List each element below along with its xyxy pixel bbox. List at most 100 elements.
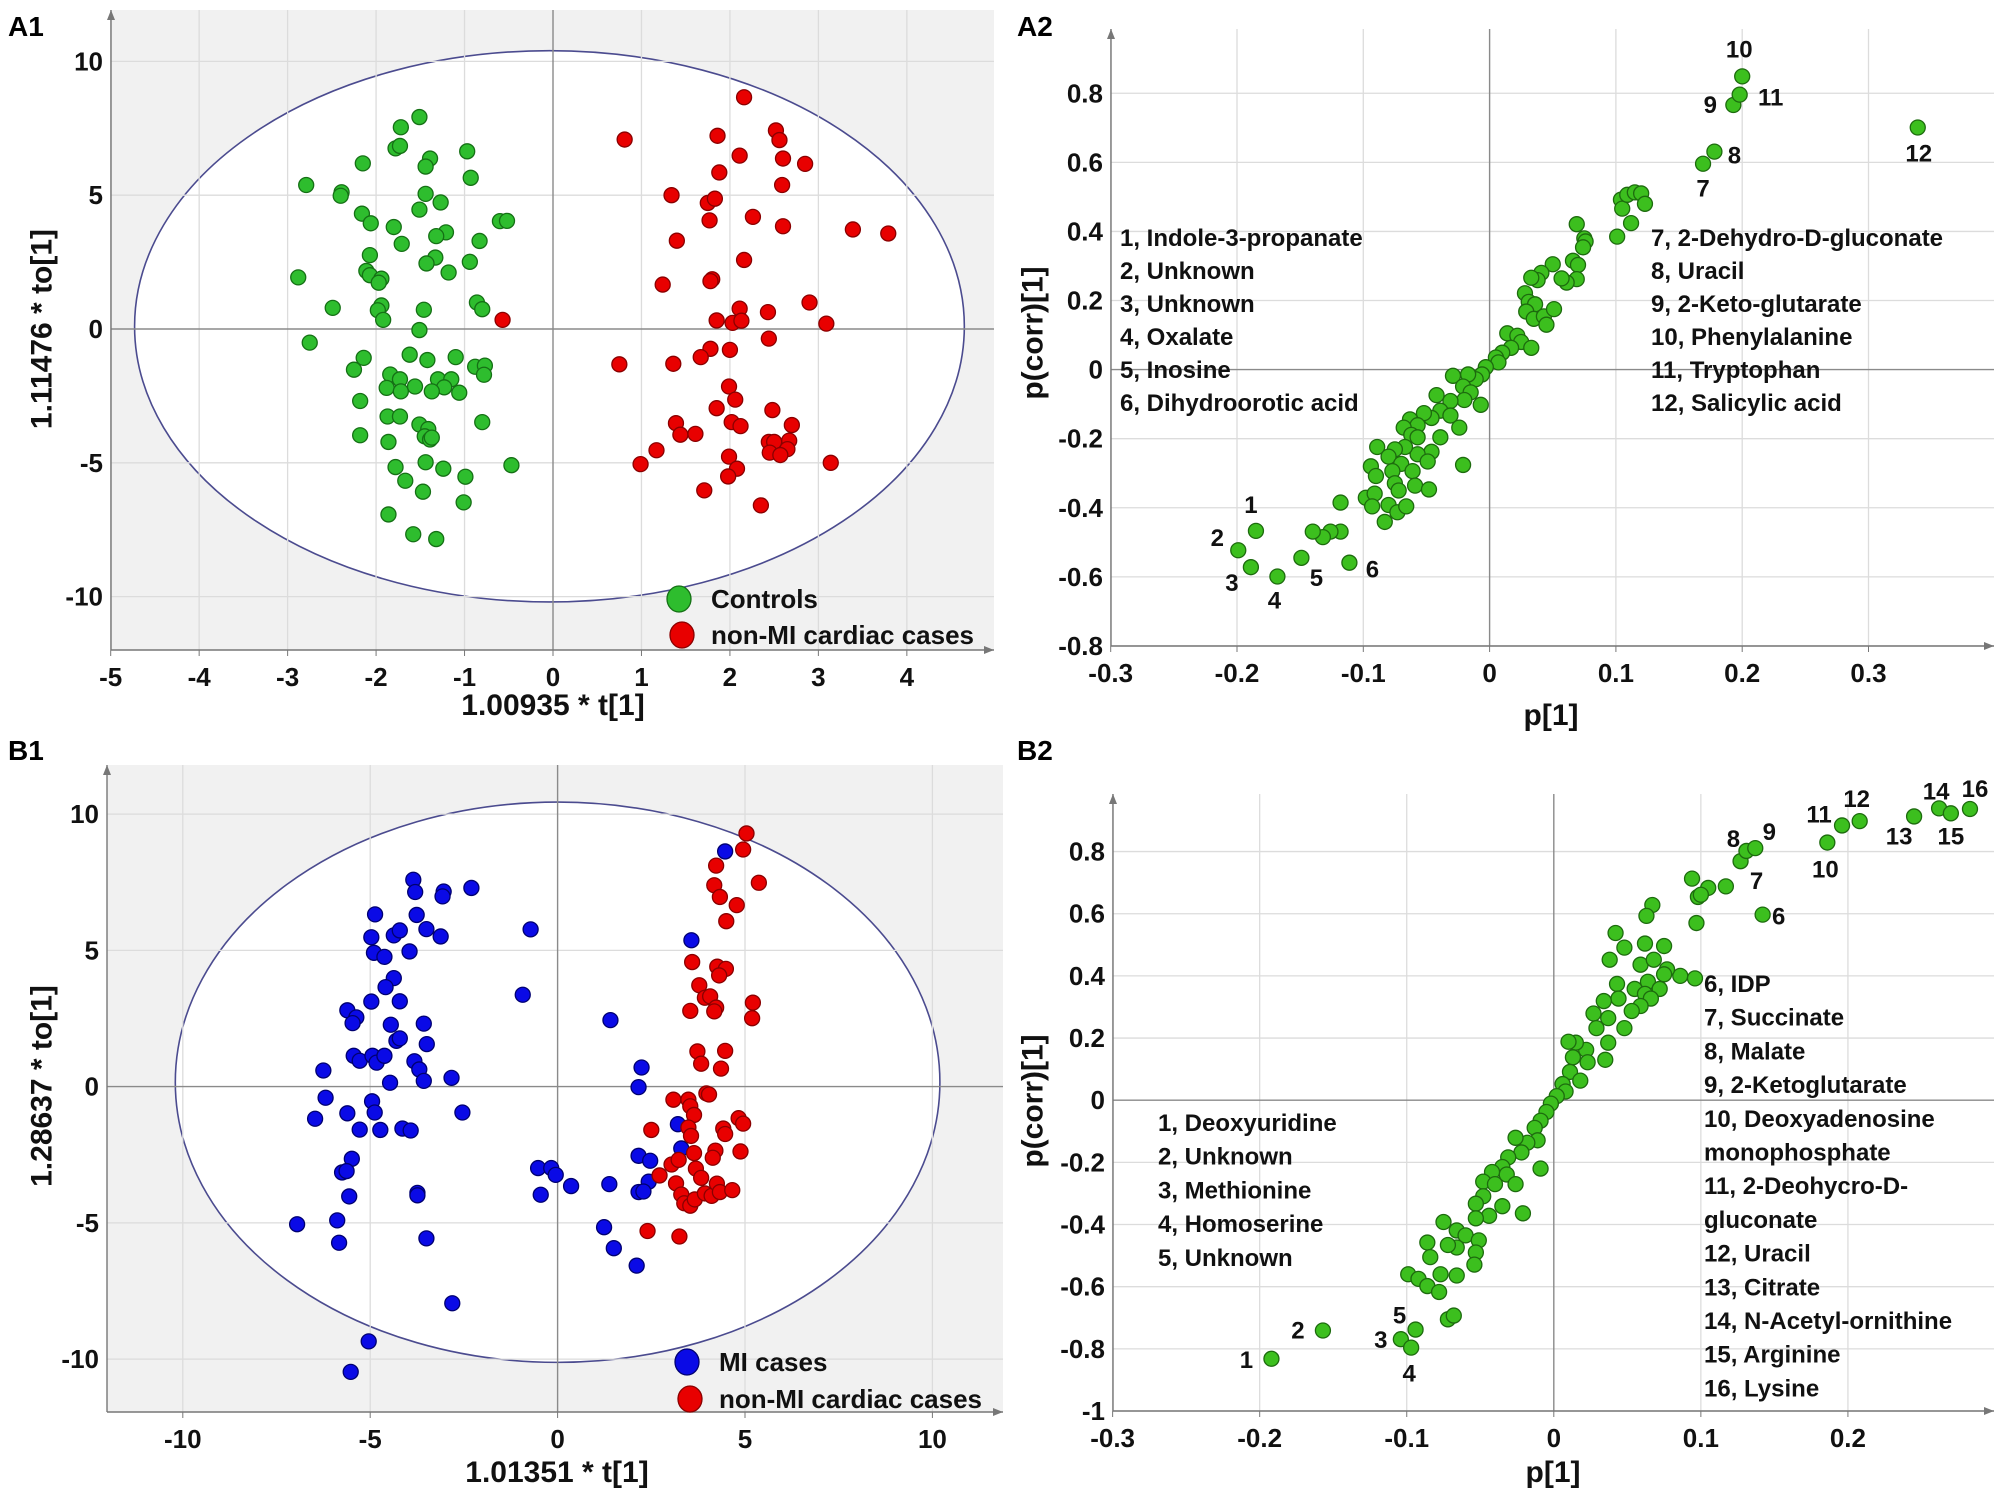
data-point-non-mi-cardiac-cases (774, 150, 792, 167)
data-point-controls (391, 137, 409, 155)
data-point-controls (370, 274, 387, 291)
point-number-label: 10 (1812, 857, 1839, 884)
data-point-mi-cases (418, 1230, 435, 1247)
data-point-loadings (1428, 387, 1445, 404)
data-point-loadings (1600, 1034, 1617, 1051)
annotation-metabolite: 11, Tryptophan (1651, 357, 1820, 384)
annotation-metabolite: monophosphate (1704, 1140, 1891, 1167)
y-tick-label: 10 (70, 799, 99, 829)
data-point-mi-cases (408, 906, 425, 924)
point-number-label: 12 (1905, 140, 1932, 167)
data-point-mi-cases (463, 879, 480, 897)
panel-a2: -0.3 -0.2 -0.1 0 0.1 0.2 0.3 -0.8 -0.6 -0.4 -0.2 0 0… (1017, 11, 1994, 732)
data-point-controls (301, 334, 318, 351)
labeled-data-point (1905, 808, 1923, 825)
annotation-metabolite: 6, Dihydroorotic acid (1120, 390, 1359, 417)
data-point-loadings (1607, 924, 1624, 942)
data-point-loadings (1597, 1051, 1614, 1068)
labeled-data-point (1230, 542, 1247, 559)
data-point-controls (418, 255, 435, 272)
panel-label: B2 (1017, 735, 1053, 766)
data-point-loadings (1561, 1063, 1579, 1081)
data-point-non-mi-cardiac-cases (734, 841, 752, 858)
data-point-mi-cases (376, 948, 393, 966)
data-point-mi-cases (716, 843, 734, 860)
data-point-loadings (1579, 1054, 1596, 1071)
data-point-non-mi-cardiac-cases (706, 190, 724, 207)
data-point-controls (380, 433, 397, 451)
data-point-non-mi-cardiac-cases (648, 442, 665, 459)
y-tick-label: 0.4 (1067, 216, 1104, 246)
data-point-loadings (1507, 1175, 1524, 1193)
data-point-controls (475, 366, 493, 383)
annotation-metabolite: 13, Citrate (1704, 1274, 1820, 1301)
x-tick-label: -0.2 (1215, 658, 1260, 688)
labeled-data-point (1731, 86, 1748, 103)
annotation-metabolite: 2, Unknown (1120, 258, 1255, 285)
data-point-controls (401, 346, 418, 363)
data-point-mi-cases (372, 1121, 389, 1139)
data-point-loadings (1409, 429, 1426, 446)
data-point-controls (392, 119, 409, 136)
data-point-controls (435, 460, 452, 477)
data-point-loadings (1419, 1234, 1436, 1251)
data-point-loadings (1538, 316, 1555, 333)
labeled-data-point (1269, 568, 1286, 585)
data-point-non-mi-cardiac-cases (701, 212, 718, 229)
data-point-loadings (1623, 1002, 1640, 1020)
y-tick-label: -10 (65, 582, 103, 612)
data-point-mi-cases (329, 1212, 346, 1229)
data-point-non-mi-cardiac-cases (639, 1222, 656, 1240)
data-point-non-mi-cardiac-cases (716, 1125, 734, 1143)
data-point-controls (406, 378, 424, 395)
data-point-non-mi-cardiac-cases (720, 468, 737, 485)
data-point-controls (391, 408, 409, 425)
data-point-mi-cases (514, 986, 531, 1003)
data-point-controls (375, 311, 392, 329)
data-point-mi-cases (532, 1186, 549, 1203)
data-point-non-mi-cardiac-cases (771, 131, 788, 149)
data-point-mi-cases (338, 1162, 355, 1180)
data-point-loadings (1494, 1198, 1511, 1215)
annotation-metabolite: 5, Inosine (1120, 357, 1231, 384)
data-point-loadings (1304, 523, 1321, 540)
y-tick-label: 0.2 (1069, 1023, 1105, 1053)
x-tick-label: 0.1 (1598, 658, 1634, 688)
data-point-mi-cases (434, 888, 451, 905)
annotation-metabolite: 2, Unknown (1158, 1144, 1293, 1171)
data-point-loadings (1560, 1033, 1577, 1050)
data-point-mi-cases (317, 1089, 334, 1106)
legend-label: non-MI cardiac cases (719, 1384, 982, 1414)
data-point-controls (474, 413, 491, 431)
data-point-loadings (1645, 951, 1662, 968)
data-point-mi-cases (351, 1121, 368, 1138)
legend-label: MI cases (719, 1347, 827, 1377)
data-point-mi-cases (630, 1078, 647, 1096)
data-point-non-mi-cardiac-cases (632, 455, 649, 473)
data-point-non-mi-cardiac-cases (668, 232, 685, 249)
x-tick-label: 0 (550, 1424, 564, 1454)
y-tick-label: 0 (85, 1072, 99, 1102)
point-number-label: 16 (1962, 776, 1989, 803)
data-point-non-mi-cardiac-cases (738, 825, 755, 842)
x-tick-label: 5 (738, 1424, 752, 1454)
data-point-non-mi-cardiac-cases (764, 401, 781, 419)
data-point-non-mi-cardiac-cases (682, 1127, 700, 1145)
data-point-non-mi-cardiac-cases (700, 1086, 718, 1103)
data-point-non-mi-cardiac-cases (682, 1002, 699, 1019)
data-point-loadings (1608, 975, 1626, 993)
data-point-loadings (1456, 391, 1473, 409)
data-point-mi-cases (330, 1234, 348, 1251)
data-point-loadings (1569, 256, 1587, 274)
labeled-data-point (1833, 817, 1851, 834)
point-number-label: 11 (1806, 801, 1831, 828)
point-number-label: 2 (1211, 525, 1224, 552)
y-axis-arrow-icon (103, 765, 111, 775)
annotation-metabolite: 7, 2-Dehydro-D-gluconate (1651, 225, 1943, 252)
y-tick-label: 0.6 (1069, 899, 1105, 929)
data-point-mi-cases (342, 1363, 359, 1381)
labeled-data-point (1242, 559, 1260, 576)
y-tick-label: -0.8 (1060, 1334, 1105, 1364)
data-point-non-mi-cardiac-cases (696, 482, 713, 499)
y-axis-title: p(corr)[1] (1017, 1034, 1050, 1167)
